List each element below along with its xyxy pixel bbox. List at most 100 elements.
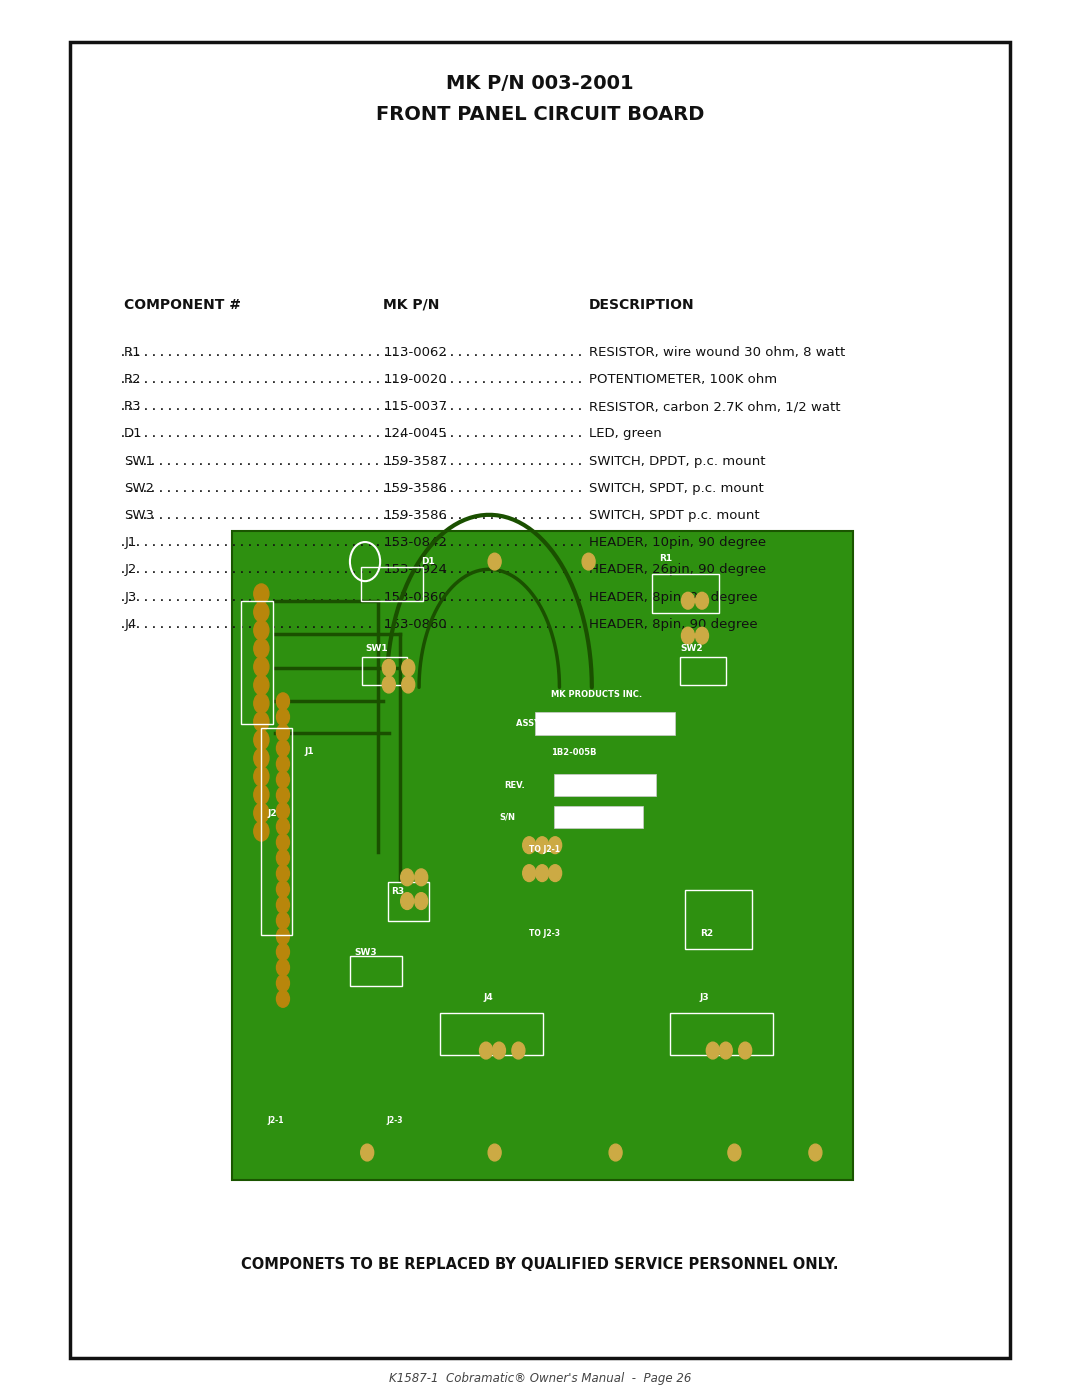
Circle shape xyxy=(254,767,269,787)
Text: COMPONETS TO BE REPLACED BY QUALIFIED SERVICE PERSONNEL ONLY.: COMPONETS TO BE REPLACED BY QUALIFIED SE… xyxy=(241,1257,839,1271)
Text: ..................: .................. xyxy=(442,400,585,414)
Text: ...................................: ................................... xyxy=(125,454,406,468)
Text: ....................................: .................................... xyxy=(119,536,407,549)
Text: MK P/N: MK P/N xyxy=(383,298,440,312)
Circle shape xyxy=(276,771,289,788)
Text: FRONT PANEL CIRCUIT BOARD: FRONT PANEL CIRCUIT BOARD xyxy=(376,105,704,124)
Circle shape xyxy=(254,620,269,640)
Text: TO J2-1: TO J2-1 xyxy=(529,845,561,854)
Circle shape xyxy=(488,1144,501,1161)
Circle shape xyxy=(276,975,289,992)
Text: J1: J1 xyxy=(124,536,136,549)
Circle shape xyxy=(401,893,414,909)
Text: ....................................: .................................... xyxy=(119,617,407,631)
Text: ....................................: .................................... xyxy=(119,373,407,386)
Bar xyxy=(361,567,423,601)
Circle shape xyxy=(254,821,269,841)
Text: R3: R3 xyxy=(124,400,141,414)
Circle shape xyxy=(488,553,501,570)
Bar xyxy=(554,774,657,796)
Text: J3: J3 xyxy=(700,993,710,1002)
Circle shape xyxy=(739,1042,752,1059)
Text: POTENTIOMETER, 100K ohm: POTENTIOMETER, 100K ohm xyxy=(589,373,777,386)
Circle shape xyxy=(549,837,562,854)
Text: 159-3586: 159-3586 xyxy=(383,482,447,495)
Circle shape xyxy=(276,960,289,977)
Bar xyxy=(261,728,292,935)
Circle shape xyxy=(276,708,289,725)
Text: K1587-1  Cobramatic® Owner's Manual  -  Page 26: K1587-1 Cobramatic® Owner's Manual - Pag… xyxy=(389,1372,691,1386)
Circle shape xyxy=(719,1042,732,1059)
Circle shape xyxy=(254,712,269,732)
Bar xyxy=(441,1013,543,1055)
Bar xyxy=(232,531,853,1180)
Circle shape xyxy=(276,787,289,803)
Circle shape xyxy=(254,731,269,750)
Text: 119-0020: 119-0020 xyxy=(383,373,447,386)
Circle shape xyxy=(254,749,269,768)
Text: R2: R2 xyxy=(700,929,713,937)
Bar xyxy=(388,882,429,921)
Circle shape xyxy=(276,928,289,944)
Circle shape xyxy=(706,1042,719,1059)
Circle shape xyxy=(254,638,269,658)
Text: J3: J3 xyxy=(124,591,136,604)
Circle shape xyxy=(536,865,549,882)
Text: ..................: .................. xyxy=(442,454,585,468)
Circle shape xyxy=(582,553,595,570)
Text: ...................................: ................................... xyxy=(125,482,406,495)
Text: J2: J2 xyxy=(268,809,278,817)
Text: 115-0037: 115-0037 xyxy=(383,400,447,414)
Bar xyxy=(241,601,273,724)
Circle shape xyxy=(254,675,269,694)
Text: ..................: .................. xyxy=(442,536,585,549)
Text: ..................: .................. xyxy=(442,482,585,495)
Text: HEADER, 26pin, 90 degree: HEADER, 26pin, 90 degree xyxy=(589,563,766,577)
Text: 153-0842: 153-0842 xyxy=(383,536,447,549)
Text: SW3: SW3 xyxy=(354,949,377,957)
Text: ....................................: .................................... xyxy=(119,427,407,440)
Circle shape xyxy=(382,659,395,676)
Text: J1: J1 xyxy=(305,747,314,756)
Circle shape xyxy=(382,676,395,693)
Text: R2: R2 xyxy=(124,373,141,386)
Text: 159-3586: 159-3586 xyxy=(383,509,447,522)
Text: ..................: .................. xyxy=(442,373,585,386)
Text: ASSY NO:: ASSY NO: xyxy=(516,719,561,728)
Text: MK PRODUCTS INC.: MK PRODUCTS INC. xyxy=(551,690,642,698)
Text: D1: D1 xyxy=(124,427,143,440)
Circle shape xyxy=(276,834,289,851)
Text: ..................: .................. xyxy=(442,509,585,522)
Circle shape xyxy=(402,676,415,693)
Text: SW2: SW2 xyxy=(124,482,154,495)
Text: SWITCH, SPDT, p.c. mount: SWITCH, SPDT, p.c. mount xyxy=(589,482,764,495)
Text: LED, green: LED, green xyxy=(589,427,661,440)
Text: ....................................: .................................... xyxy=(119,563,407,577)
Circle shape xyxy=(276,819,289,835)
Text: TO J2-3: TO J2-3 xyxy=(529,929,561,937)
Circle shape xyxy=(276,693,289,710)
Circle shape xyxy=(254,785,269,805)
Circle shape xyxy=(276,990,289,1007)
Circle shape xyxy=(523,837,536,854)
Text: J2-3: J2-3 xyxy=(387,1116,403,1125)
Bar xyxy=(680,657,726,685)
Text: HEADER, 8pin, 90 degree: HEADER, 8pin, 90 degree xyxy=(589,617,757,631)
Circle shape xyxy=(361,1144,374,1161)
Text: HEADER, 10pin, 90 degree: HEADER, 10pin, 90 degree xyxy=(589,536,766,549)
Circle shape xyxy=(276,882,289,898)
Circle shape xyxy=(415,893,428,909)
Text: R3: R3 xyxy=(391,887,404,895)
Text: D1: D1 xyxy=(421,557,435,566)
Circle shape xyxy=(609,1144,622,1161)
Text: SW3: SW3 xyxy=(124,509,154,522)
Circle shape xyxy=(276,740,289,757)
Text: MK P/N 003-2001: MK P/N 003-2001 xyxy=(446,74,634,94)
Text: R1: R1 xyxy=(659,555,672,563)
Text: ..................: .................. xyxy=(442,617,585,631)
Circle shape xyxy=(401,869,414,886)
Circle shape xyxy=(254,602,269,622)
Circle shape xyxy=(696,592,708,609)
Bar xyxy=(70,42,1010,1358)
Circle shape xyxy=(696,627,708,644)
